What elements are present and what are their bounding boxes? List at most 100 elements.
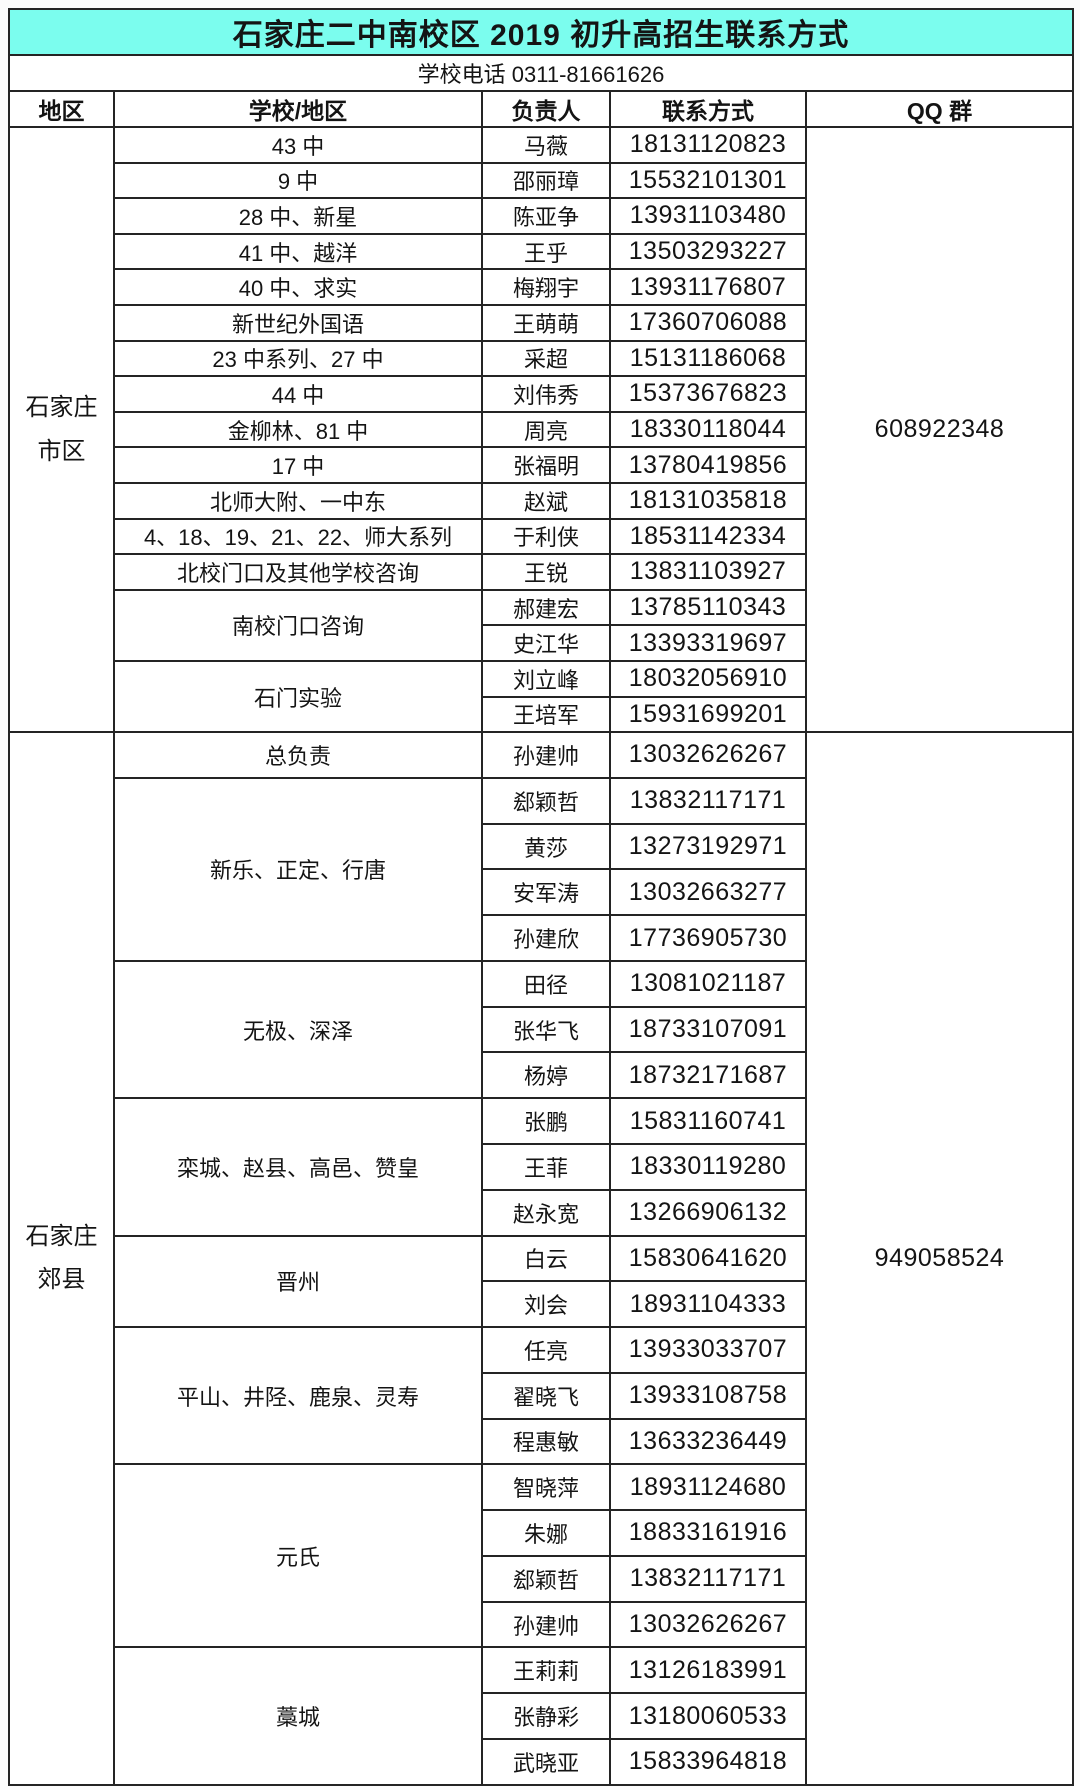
contact-phone-cell: 18330118044 <box>609 410 807 449</box>
contact-phone-cell: 18732171687 <box>609 1051 807 1100</box>
table-row: 郄颖哲 13832117171 <box>9 1554 1073 1603</box>
contact-name-cell: 孙建欣 <box>481 914 611 962</box>
page-title: 石家庄二中南校区 2019 初升高招生联系方式 <box>8 8 1074 56</box>
contact-phone-cell: 18733107091 <box>609 1005 807 1054</box>
school-cell: 无极、深泽 <box>113 959 483 1100</box>
table-row: 孙建欣 17736905730 <box>9 914 1073 962</box>
column-header: 学校/地区 <box>113 90 483 128</box>
contact-phone-cell: 17360706088 <box>609 303 807 342</box>
table-row: 王培军 15931699201 <box>9 695 1073 734</box>
contact-name-cell: 张华飞 <box>481 1005 611 1054</box>
contact-phone-cell: 13273192971 <box>609 822 807 871</box>
contact-name-cell: 杨婷 <box>481 1051 611 1100</box>
contact-name-cell: 赵斌 <box>481 481 611 520</box>
contact-name-cell: 安军涛 <box>481 868 611 917</box>
table-row: 刘会 18931104333 <box>9 1280 1073 1329</box>
school-phone-line: 学校电话 0311-81661626 <box>8 54 1074 92</box>
school-cell: 4、18、19、21、22、师大系列 <box>113 517 483 556</box>
contact-phone-cell: 15831160741 <box>609 1097 807 1145</box>
contact-phone-cell: 13832117171 <box>609 1554 807 1603</box>
table-row: 藁城 王莉莉 13126183991 <box>9 1646 1073 1786</box>
contact-phone-cell: 15532101301 <box>609 161 807 200</box>
contact-table-sheet: 石家庄二中南校区 2019 初升高招生联系方式 学校电话 0311-816616… <box>8 8 1074 1786</box>
table-row: 赵永宽 13266906132 <box>9 1188 1073 1237</box>
table-row: 无极、深泽 田径 13081021187 <box>9 959 1073 1100</box>
contact-phone-cell: 13032663277 <box>609 868 807 917</box>
table-row: 平山、井陉、鹿泉、灵寿 任亮 13933033707 <box>9 1326 1073 1466</box>
table-row: 石家庄二中南校区 2019 初升高招生联系方式 <box>8 8 1074 56</box>
contact-name-cell: 张鹏 <box>481 1097 611 1145</box>
contact-phone-cell: 13393319697 <box>609 624 807 662</box>
contact-phone-cell: 18833161916 <box>609 1509 807 1557</box>
contact-name-cell: 翟晓飞 <box>481 1371 611 1420</box>
table-row: 44 中刘伟秀 15373676823 <box>9 375 1073 413</box>
table-row: 石家庄 郊县 总负责 孙建帅 13032626267 949058524 <box>8 731 1074 1786</box>
school-cell: 9 中 <box>113 161 483 200</box>
school-cell: 17 中 <box>113 446 483 484</box>
table-row: 23 中系列、27 中采超 15131186068 <box>9 339 1073 378</box>
table-row: 张华飞 18733107091 <box>9 1005 1073 1054</box>
contact-name-cell: 王锐 <box>481 553 611 591</box>
contact-phone-cell: 13081021187 <box>609 959 807 1008</box>
contact-phone-cell: 18931124680 <box>609 1463 807 1512</box>
contact-name-cell: 白云 <box>481 1234 611 1283</box>
table-header-row: 地区 学校/地区 负责人 联系方式 QQ 群 <box>8 90 1074 128</box>
region-cell: 石家庄 郊县 <box>8 731 115 1786</box>
table-row: 朱娜 18833161916 <box>9 1509 1073 1557</box>
column-header: 地区 <box>8 90 115 128</box>
school-cell: 藁城 <box>113 1646 483 1786</box>
table-row: 40 中、求实 梅翔宇 13931176807 <box>9 268 1073 306</box>
school-cell: 28 中、新星 <box>113 197 483 235</box>
contact-phone-cell: 13931103480 <box>609 197 807 235</box>
school-cell: 新乐、正定、行唐 <box>113 776 483 962</box>
contact-phone-cell: 13831103927 <box>609 553 807 591</box>
contact-name-cell: 黄莎 <box>481 822 611 871</box>
contact-phone-cell: 15131186068 <box>609 339 807 378</box>
contact-name-cell: 张福明 <box>481 446 611 484</box>
contact-name-cell: 陈亚争 <box>481 197 611 235</box>
contact-name-cell: 刘立峰 <box>481 659 611 698</box>
contact-name-cell: 郄颖哲 <box>481 1554 611 1603</box>
school-cell: 23 中系列、27 中 <box>113 339 483 378</box>
contact-name-cell: 刘伟秀 <box>481 375 611 413</box>
contact-name-cell: 田径 <box>481 959 611 1008</box>
contact-phone-cell: 13780419856 <box>609 446 807 484</box>
contact-name-cell: 王莉莉 <box>481 1646 611 1695</box>
school-cell: 北校门口及其他学校咨询 <box>113 553 483 591</box>
table-row: 北校门口及其他学校咨询 王锐 13831103927 <box>9 553 1073 591</box>
school-cell: 元氏 <box>113 1463 483 1649</box>
table-row: 元氏 智晓萍 18931124680 <box>9 1463 1073 1649</box>
contact-name-cell: 采超 <box>481 339 611 378</box>
contact-phone-cell: 13832117171 <box>609 776 807 825</box>
contact-name-cell: 马薇 <box>481 126 611 164</box>
qq-group-cell: 608922348 <box>805 125 1074 734</box>
contact-name-cell: 史江华 <box>481 624 611 662</box>
table-row: 新世纪外国语 王萌萌 17360706088 <box>9 303 1073 342</box>
contact-name-cell: 孙建帅 <box>481 1600 611 1649</box>
table-row: 石门实验 刘立峰 18032056910 <box>9 659 1073 734</box>
contact-name-cell: 周亮 <box>481 410 611 449</box>
table-row: 王菲 18330119280 <box>9 1142 1073 1191</box>
school-cell: 平山、井陉、鹿泉、灵寿 <box>113 1326 483 1466</box>
school-cell: 41 中、越洋 <box>113 232 483 271</box>
table-row: 4、18、19、21、22、师大系列 于利侠 18531142334 <box>9 517 1073 556</box>
table-row: 41 中、越洋 王乎 13503293227 <box>9 232 1073 271</box>
table-row: 栾城、赵县、高邑、赞皇 张鹏 15831160741 <box>9 1097 1073 1237</box>
contact-name-cell: 任亮 <box>481 1326 611 1374</box>
contact-name-cell: 郝建宏 <box>481 588 611 627</box>
table-row: 安军涛 13032663277 <box>9 868 1073 917</box>
contact-name-cell: 王培军 <box>481 695 611 734</box>
contact-phone-cell: 18131035818 <box>609 481 807 520</box>
column-header: 负责人 <box>481 90 611 128</box>
table-row: 北师大附、一中东 赵斌 18131035818 <box>9 481 1073 520</box>
contact-phone-cell: 13933033707 <box>609 1326 807 1374</box>
contact-phone-cell: 15931699201 <box>609 695 807 734</box>
contact-name-cell: 王菲 <box>481 1142 611 1191</box>
table-row: 史江华 13393319697 <box>9 624 1073 662</box>
contact-phone-cell: 13032626267 <box>609 731 807 779</box>
contact-name-cell: 朱娜 <box>481 1509 611 1557</box>
contact-name-cell: 邵丽璋 <box>481 161 611 200</box>
contact-phone-cell: 18131120823 <box>609 126 807 164</box>
contact-name-cell: 王萌萌 <box>481 303 611 342</box>
school-cell: 40 中、求实 <box>113 268 483 306</box>
